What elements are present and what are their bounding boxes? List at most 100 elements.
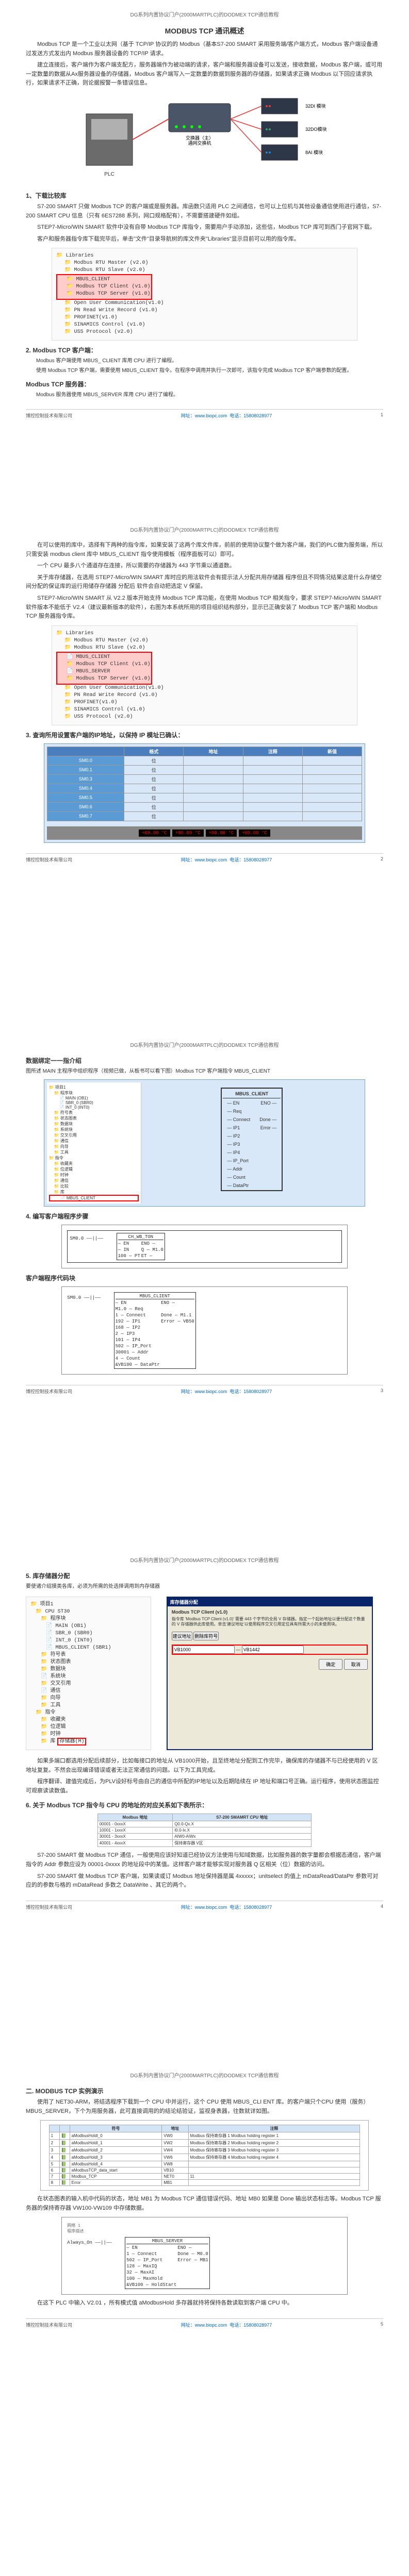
footer-pagenum: 3 [381, 1388, 383, 1395]
footer-url: 网址：www.biopc.com [181, 2323, 227, 2328]
footer-pagenum: 5 [381, 2321, 383, 2328]
footer-url: 网址：www.biopc.com [181, 1905, 227, 1910]
tree-item: SINAMICS Control (v1.0) [56, 706, 353, 714]
svg-text:PLC: PLC [104, 172, 114, 177]
footer-phone: 电话：15808028977 [230, 1389, 272, 1394]
sec5-p: 要使诸介绍摸类各库，必须为所需的处选择调用到内存储器 [26, 1583, 383, 1590]
tree-item: MBUS_CLIENT [58, 654, 150, 661]
addr-map-table: Modbus 地址S7-200 SMAMRT CPU 地址 00001 - 0x… [97, 1814, 312, 1847]
sec2-title: 2. Modbus TCP 客户端： [26, 346, 383, 354]
footer-pagenum: 4 [381, 1904, 383, 1910]
suggest-addr-button[interactable]: 建议地址 [172, 1632, 192, 1640]
svg-text:交换器（主）: 交换器（主） [185, 135, 213, 141]
footer-company: 博控控制技术有限公司 [26, 2321, 72, 2328]
tree-item: Open User Communication(v1.0) [56, 685, 353, 692]
sec5-p2: 如果多端口都选用分配后续部分，比如每接口的地址从 VB1000开始，且至终地址分… [26, 1757, 383, 1775]
sec4-title: 4. 编写客户端程序步骤 [26, 1212, 383, 1221]
col-format: 格式 [124, 747, 184, 756]
p3-sec: 数据绑定一一指介绍 [26, 1056, 383, 1065]
doc-header: DG系列内置协议门户(2000MARTPLC)的DODMEX TCP通信教程 [26, 526, 383, 533]
page1-intro1: Modbus TCP 是一个工业以太网（基于 TCP/IP 协议的的 Modbu… [26, 40, 383, 58]
sec2-l1: Modbus 客户端使用 MBUS_ CLIENT 库用 CPU 进行了编程。 [36, 357, 383, 365]
temp-disp: +00.00 °C [206, 829, 237, 837]
p2-p2: 关于库存储器，在选用 STEP7-Micro/WIN SMART 库时应的用法软… [26, 573, 383, 591]
doc-header: DG系列内置协议门户(2000MARTPLC)的DODMEX TCP通信教程 [26, 2071, 383, 2079]
page1-intro2: 建立连接后，客户端作为客户端支配方，服务器端作为被动端的请求，客户端和服务器设备… [26, 61, 383, 88]
sec6-p1: S7-200 SMART 做 Modbus TCP 通信，一般使用应该好知道已经… [26, 1851, 383, 1869]
dialog-lib: Modbus TCP Client (v1.0) [172, 1609, 368, 1615]
p5-p3: 在这下 PLC 中输入 V2.01 ，所有模式值 aModbusHold 多存器… [26, 2299, 383, 2308]
page-footer: 博控控制技术有限公司 网址：www.biopc.com 电话：158080289… [26, 409, 383, 419]
dialog-title: 库存储器分配 [168, 1598, 372, 1606]
temp-disp: +00.00 °C [172, 829, 204, 837]
temp-disp: +00.00 °C [239, 829, 270, 837]
th: 符号 [70, 2125, 162, 2132]
footer-phone: 电话：15808028977 [230, 857, 272, 862]
page1-title: MODBUS TCP 通讯概述 [26, 26, 383, 36]
addr-to-input[interactable] [242, 1646, 304, 1654]
sec1-p2: STEP7-Micro/WIN SMART 软件中没有自带 Modbus TCP… [26, 223, 383, 232]
tree-item: PROFINET(v1.0) [56, 314, 353, 321]
sec5-title: 5. 库存储器分配 [26, 1571, 383, 1580]
ladder-client: SM0.0 ——||—— MBUS_CLIENT — ENENO — M1.0 … [61, 1286, 347, 1375]
addr-from-input[interactable] [173, 1646, 235, 1654]
tree-item: Modbus RTU Slave (v2.0) [56, 645, 353, 652]
sec1-p1: S7-200 SMART 只做 Modbus TCP 的客户端或是服务器。库函数… [26, 202, 383, 221]
doc-header: DG系列内置协议门户(2000MARTPLC)的DODMEX TCP通信教程 [26, 1556, 383, 1564]
th: 地址 [162, 2125, 188, 2132]
tree-item: Modbus TCP Server (v1.0) [58, 291, 150, 298]
sec1-title: 1、下载比较库 [26, 191, 383, 200]
svg-text:32DO模块: 32DO模块 [305, 126, 327, 132]
sec1-p3: 客户和服务器指令库下载完毕后，单击"文件"目录导航树的库文件夹"Librarie… [26, 235, 383, 244]
sec5-p3: 程序翻译、建值完成后，为PLV设好标号由自己的通信中所配的IP地址以及后期陆续在… [26, 1777, 383, 1795]
tree-item: MBUS_SERVER [58, 668, 150, 675]
network-comment: 程序描述 [67, 2228, 341, 2234]
sec2-l2: 使用 Modbus TCP 客户端，需要使用 MBUS_CLIENT 指令。在程… [36, 367, 383, 375]
tree-item: SINAMICS Control (v1.0) [56, 321, 353, 329]
cancel-button[interactable]: 取消 [344, 1659, 368, 1670]
th: 注释 [188, 2125, 360, 2132]
p5-p1: 使用了 NET30-ARM，将结选程序下载到一个 CPU 中并运行，这个 CPU… [26, 2098, 383, 2116]
footer-company: 博控控制技术有限公司 [26, 1904, 72, 1910]
library-tree-1: Libraries Modbus RTU Master (v2.0) Modbu… [52, 248, 357, 341]
page-5: DG系列内置协议门户(2000MARTPLC)的DODMEX TCP通信教程 二… [0, 2061, 409, 2576]
page-3: DG系列内置协议门户(2000MARTPLC)的DODMEX TCP通信教程 数… [0, 1030, 409, 1546]
network-label: 网络 1 [67, 2223, 341, 2228]
ok-button[interactable]: 确定 [319, 1659, 342, 1670]
network-diagram: PLC 交换器（主） 通网交换机 32DI 模块 32DO模块 8AI 模块 [76, 93, 334, 186]
lib-memory-dialog: 库存储器分配 Modbus TCP Client (v1.0) 指令库 'Mod… [167, 1597, 373, 1750]
delete-lib-sym-button[interactable]: 删除库符号 [193, 1632, 219, 1640]
page-footer: 博控控制技术有限公司 网址：www.biopc.com 电话：158080289… [26, 853, 383, 863]
project-tree: 📁 项目1 📁 CPU ST30 📁 程序块 📄 MAIN (OB1) 📄 SB… [26, 1597, 151, 1750]
sec3-title: 3. 查询所用设置客户端的IP地址，以保持 IP 模址已确认： [26, 731, 383, 739]
row: SM0.7 [47, 811, 124, 821]
doc-header: DG系列内置协议门户(2000MARTPLC)的DODMEX TCP通信教程 [26, 10, 383, 18]
ladder-server: 网络 1 程序描述 Always_On ——||—— MBUS_SERVER —… [61, 2217, 347, 2295]
page-4: DG系列内置协议门户(2000MARTPLC)的DODMEX TCP通信教程 5… [0, 1546, 409, 2061]
page-2: DG系列内置协议门户(2000MARTPLC)的DODMEX TCP通信教程 在… [0, 515, 409, 1030]
p2-p1: 一个 CPU 最多八个通道存在连接，所以需要的存储器为 443 字节乘以通道数。 [26, 562, 383, 571]
page-footer: 博控控制技术有限公司 网址：www.biopc.com 电话：158080289… [26, 1385, 383, 1395]
sec3-l1: Modbus 服务器使用 MBUS_SERVER 库用 CPU 进行了编程。 [36, 391, 383, 399]
tree-item: Modbus RTU Master (v2.0) [56, 260, 353, 267]
sec-title: 二. MODBUS TCP 实例演示 [26, 2087, 383, 2095]
tree-item: Modbus TCP Client (v1.0) [58, 283, 150, 291]
footer-phone: 电话：15808028977 [230, 1905, 272, 1910]
sec6-p2: S7-200 SMART 做 Modbus TCP 客户端，如果读或订 Modb… [26, 1872, 383, 1890]
row: SM0.4 [47, 784, 124, 793]
row: SM0.5 [47, 793, 124, 802]
row: SM0.3 [47, 774, 124, 784]
tree-item: Open User Communication(v1.0) [56, 300, 353, 307]
doc-header: DG系列内置协议门户(2000MARTPLC)的DODMEX TCP通信教程 [26, 1041, 383, 1048]
tree-item: Modbus TCP Server (v1.0) [58, 675, 150, 683]
symbol-table: 符号 地址 注释 1📗aModbusHoldl_0VW0Modbus 保持寄存器… [40, 2120, 369, 2191]
tree-root: Libraries [56, 630, 353, 637]
page-1: DG系列内置协议门户(2000MARTPLC)的DODMEX TCP通信教程 M… [0, 0, 409, 515]
row: SM0.6 [47, 802, 124, 811]
footer-company: 博控控制技术有限公司 [26, 1388, 72, 1395]
tree-item: Modbus RTU Slave (v2.0) [56, 267, 353, 274]
col-comment: 注释 [243, 747, 302, 756]
footer-company: 博控控制技术有限公司 [26, 412, 72, 419]
col-newval: 新值 [303, 747, 362, 756]
p2-pre: 在可以使用的库中，选择有下两种的指令库，如果安装了这两个库文件库，前前的使用协议… [26, 541, 383, 559]
